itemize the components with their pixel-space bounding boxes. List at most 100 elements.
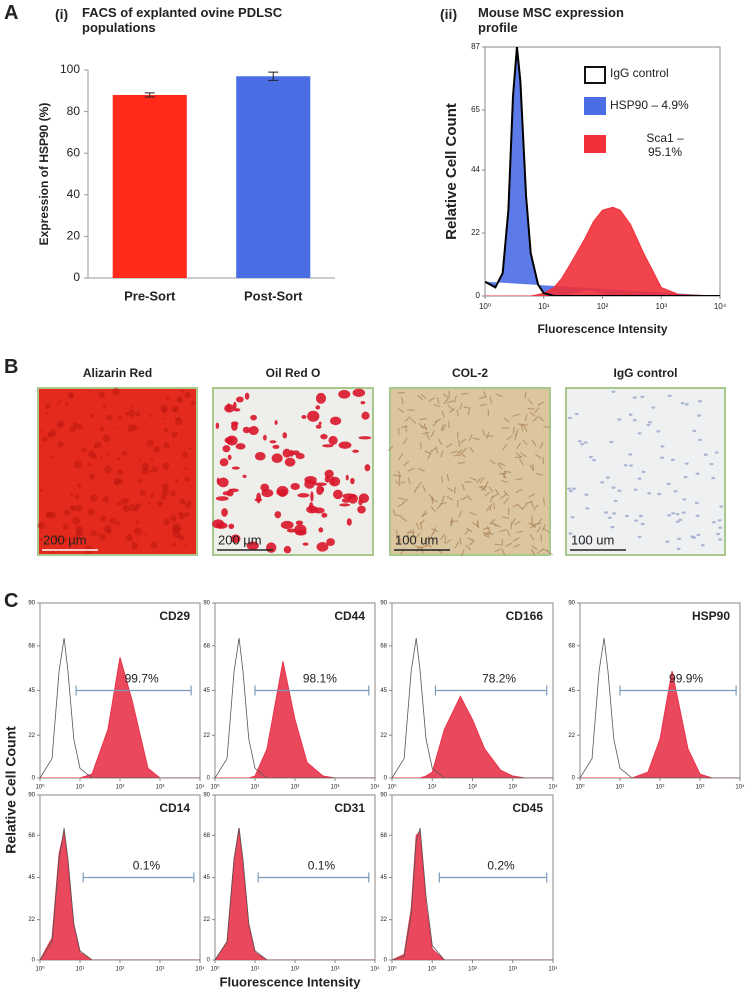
lipid-droplet xyxy=(289,449,294,457)
texture xyxy=(93,444,97,449)
cell xyxy=(514,520,521,526)
cell xyxy=(416,481,422,489)
cell xyxy=(397,470,402,478)
cell xyxy=(488,486,494,493)
lipid-droplet xyxy=(284,457,296,467)
y-tick-label: 22 xyxy=(568,733,575,739)
texture xyxy=(56,403,59,406)
cell xyxy=(542,527,550,533)
x-tick-label: 10⁴ xyxy=(714,302,727,311)
gate-label: 99.9% xyxy=(669,672,703,686)
x-tick-label: 10² xyxy=(468,967,477,973)
cell xyxy=(420,522,423,530)
lipid-droplet xyxy=(248,426,259,436)
lipid-droplet xyxy=(295,452,305,460)
lipid-droplet xyxy=(360,401,366,405)
lipid-droplet xyxy=(242,474,247,478)
cell xyxy=(403,437,408,445)
nucleus xyxy=(718,538,723,541)
cell xyxy=(413,486,418,494)
lipid-droplet xyxy=(309,480,317,484)
nucleus xyxy=(677,537,682,540)
texture xyxy=(190,400,196,406)
cell xyxy=(436,503,442,510)
nucleus xyxy=(660,445,665,448)
cell xyxy=(498,462,506,467)
texture xyxy=(39,537,43,542)
texture xyxy=(181,451,188,458)
texture xyxy=(129,503,137,512)
image-title: Oil Red O xyxy=(266,366,321,380)
y-tick-label: 40 xyxy=(67,187,81,201)
texture xyxy=(115,521,120,526)
lipid-droplet xyxy=(352,449,359,453)
texture xyxy=(102,404,106,408)
nucleus xyxy=(577,440,582,443)
cell xyxy=(397,408,405,413)
x-tick-label: 10³ xyxy=(331,785,340,791)
cell xyxy=(515,477,523,481)
x-tick-label: 10⁰ xyxy=(387,784,397,791)
nucleus xyxy=(570,516,575,519)
texture xyxy=(178,527,182,531)
texture xyxy=(160,494,167,501)
cell xyxy=(395,514,403,518)
x-axis-label: Fluorescence Intensity xyxy=(220,974,362,989)
y-tick-label: 65 xyxy=(471,105,480,114)
nucleus xyxy=(690,535,695,538)
nucleus xyxy=(692,429,697,433)
chart-title: CD31 xyxy=(334,801,365,815)
texture xyxy=(37,521,45,530)
subpanel-label: (i) xyxy=(55,6,69,22)
lipid-droplet xyxy=(348,493,358,504)
cell xyxy=(494,547,502,553)
cell xyxy=(499,528,507,533)
texture xyxy=(69,425,77,433)
cell xyxy=(486,531,494,536)
texture xyxy=(135,520,140,524)
error-bar xyxy=(144,92,155,98)
cell xyxy=(430,430,435,438)
texture xyxy=(89,494,98,502)
lipid-droplet xyxy=(231,422,238,431)
chart-title: CD45 xyxy=(512,801,543,815)
x-tick-label: 10⁰ xyxy=(35,966,45,973)
lipid-droplet xyxy=(235,443,246,450)
cell xyxy=(446,474,450,482)
texture xyxy=(49,511,56,519)
y-tick-label: 100 xyxy=(60,62,80,76)
texture xyxy=(104,465,112,474)
nucleus xyxy=(675,520,680,523)
nucleus xyxy=(632,418,637,422)
cell xyxy=(489,459,496,465)
texture xyxy=(170,490,176,497)
nucleus xyxy=(574,412,579,416)
cell xyxy=(457,439,461,447)
cell xyxy=(407,409,415,412)
nucleus xyxy=(682,498,687,501)
texture xyxy=(76,529,84,537)
lipid-droplet xyxy=(274,420,278,425)
nucleus xyxy=(657,492,662,496)
cell xyxy=(417,394,424,401)
nucleus xyxy=(695,472,700,475)
x-tick-label: 10² xyxy=(597,302,609,311)
histogram-curve xyxy=(40,637,200,778)
nucleus xyxy=(607,516,612,519)
nucleus xyxy=(624,514,629,518)
gate xyxy=(75,685,192,696)
cell xyxy=(404,425,408,433)
nucleus xyxy=(583,441,588,444)
y-tick-label: 87 xyxy=(471,42,480,51)
lipid-droplet xyxy=(215,522,228,529)
y-tick-label: 0 xyxy=(32,958,36,964)
cell xyxy=(503,417,510,423)
scale-label: 200 µm xyxy=(218,532,262,547)
texture xyxy=(77,483,82,488)
texture xyxy=(74,494,80,500)
cell xyxy=(529,464,535,471)
texture xyxy=(188,447,192,450)
cell xyxy=(541,548,549,552)
lipid-droplet xyxy=(216,477,220,485)
